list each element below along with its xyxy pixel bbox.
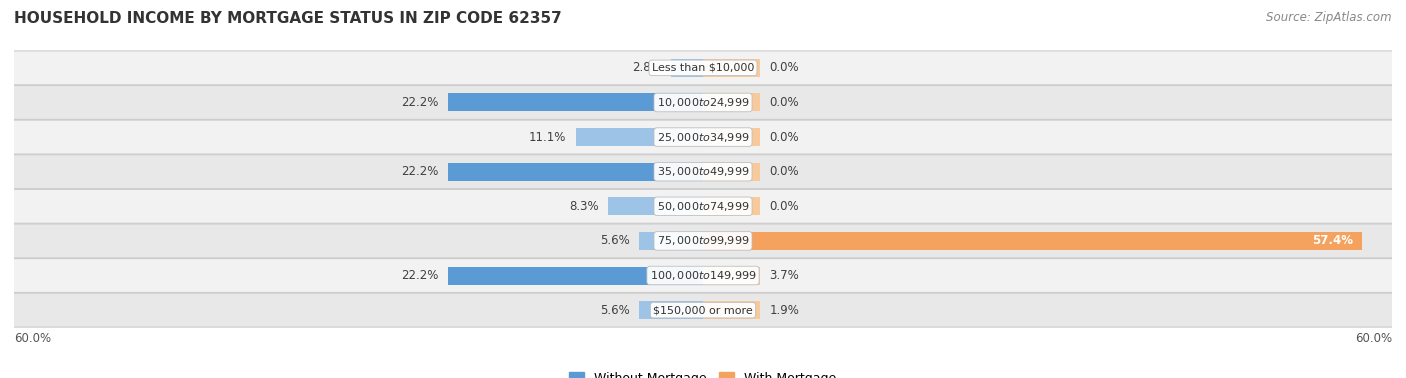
Bar — [703, 59, 761, 77]
FancyBboxPatch shape — [0, 259, 1406, 293]
Text: $35,000 to $49,999: $35,000 to $49,999 — [657, 165, 749, 178]
Bar — [607, 197, 703, 215]
Text: 2.8%: 2.8% — [631, 61, 662, 74]
Text: 3.7%: 3.7% — [769, 269, 800, 282]
FancyBboxPatch shape — [0, 155, 1406, 189]
Text: 1.9%: 1.9% — [769, 304, 800, 317]
Bar — [449, 93, 703, 112]
Text: 22.2%: 22.2% — [402, 165, 439, 178]
Bar — [703, 232, 1362, 250]
Bar — [703, 93, 761, 112]
Text: 22.2%: 22.2% — [402, 269, 439, 282]
Bar — [449, 266, 703, 285]
FancyBboxPatch shape — [0, 224, 1406, 258]
Bar — [638, 232, 703, 250]
Text: 8.3%: 8.3% — [569, 200, 599, 213]
Text: $25,000 to $34,999: $25,000 to $34,999 — [657, 130, 749, 144]
Bar — [703, 197, 761, 215]
Text: Less than $10,000: Less than $10,000 — [652, 63, 754, 73]
FancyBboxPatch shape — [0, 85, 1406, 119]
Text: $75,000 to $99,999: $75,000 to $99,999 — [657, 234, 749, 248]
FancyBboxPatch shape — [0, 189, 1406, 223]
Bar — [671, 59, 703, 77]
Bar — [703, 232, 761, 250]
Text: 0.0%: 0.0% — [769, 130, 799, 144]
Bar — [449, 163, 703, 181]
Text: HOUSEHOLD INCOME BY MORTGAGE STATUS IN ZIP CODE 62357: HOUSEHOLD INCOME BY MORTGAGE STATUS IN Z… — [14, 11, 562, 26]
Bar — [703, 301, 761, 319]
FancyBboxPatch shape — [0, 120, 1406, 154]
Bar — [575, 128, 703, 146]
Bar — [703, 266, 761, 285]
Bar — [703, 128, 761, 146]
Bar — [703, 163, 761, 181]
Text: 60.0%: 60.0% — [1355, 332, 1392, 345]
Legend: Without Mortgage, With Mortgage: Without Mortgage, With Mortgage — [564, 367, 842, 378]
Text: 0.0%: 0.0% — [769, 200, 799, 213]
Text: $100,000 to $149,999: $100,000 to $149,999 — [650, 269, 756, 282]
Text: $10,000 to $24,999: $10,000 to $24,999 — [657, 96, 749, 109]
FancyBboxPatch shape — [0, 51, 1406, 85]
Bar — [638, 301, 703, 319]
Text: $150,000 or more: $150,000 or more — [654, 305, 752, 315]
Text: 5.6%: 5.6% — [600, 234, 630, 248]
Text: Source: ZipAtlas.com: Source: ZipAtlas.com — [1267, 11, 1392, 24]
Text: 22.2%: 22.2% — [402, 96, 439, 109]
Text: 57.4%: 57.4% — [1312, 234, 1353, 248]
Text: 60.0%: 60.0% — [14, 332, 51, 345]
Text: 5.6%: 5.6% — [600, 304, 630, 317]
Text: 0.0%: 0.0% — [769, 96, 799, 109]
Text: $50,000 to $74,999: $50,000 to $74,999 — [657, 200, 749, 213]
FancyBboxPatch shape — [0, 293, 1406, 327]
Text: 11.1%: 11.1% — [529, 130, 567, 144]
Text: 0.0%: 0.0% — [769, 165, 799, 178]
Text: 0.0%: 0.0% — [769, 61, 799, 74]
